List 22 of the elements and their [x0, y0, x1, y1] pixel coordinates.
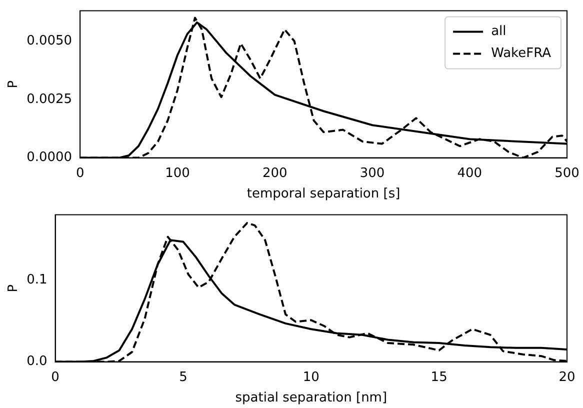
x-tick-label: 15 [430, 370, 448, 385]
y-axis-title: P [6, 80, 22, 88]
x-tick-label: 100 [165, 166, 190, 181]
x-axis-title: spatial separation [nm] [235, 390, 388, 406]
y-tick-label: 0.0 [26, 354, 48, 370]
y-axis-title: P [6, 284, 22, 292]
legend-label: WakeFRA [491, 46, 552, 62]
x-tick-label: 300 [360, 166, 385, 181]
x-tick-label: 20 [558, 370, 576, 385]
x-tick-label: 400 [457, 166, 482, 181]
x-tick-label: 10 [302, 370, 320, 385]
x-tick-label: 0 [51, 370, 60, 385]
x-tick-label: 5 [179, 370, 188, 385]
x-tick-label: 500 [554, 166, 580, 181]
x-axis-title: temporal separation [s] [246, 186, 400, 202]
y-tick-label: 0.0000 [26, 150, 72, 166]
y-tick-label: 0.0025 [26, 92, 72, 107]
legend-label: all [491, 24, 506, 40]
y-tick-label: 0.0050 [26, 34, 72, 49]
x-tick-label: 0 [76, 166, 84, 181]
x-tick-label: 200 [262, 166, 288, 181]
y-tick-label: 0.1 [26, 272, 48, 288]
